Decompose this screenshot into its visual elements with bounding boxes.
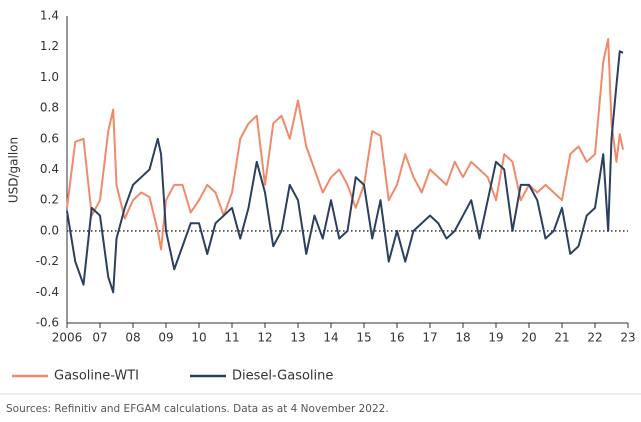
series-line [66,38,625,251]
x-tick-label: 2006 [52,331,83,345]
x-tick-label: 08 [125,331,140,345]
x-tick-label: 12 [257,331,272,345]
x-tick-label: 09 [158,331,173,345]
x-tick-label: 18 [455,331,470,345]
x-tick-label: 22 [587,331,602,345]
y-axis-label: USD/gallon [7,137,21,203]
y-tick-label: 0.6 [40,131,59,145]
x-tick-label: 07 [92,331,107,345]
x-tick-label: 19 [488,331,503,345]
y-tick-label: 1.4 [40,9,59,23]
y-tick-label: -0.4 [36,285,59,299]
series-line [66,50,624,294]
y-tick-label: 1.0 [40,70,59,84]
x-tick-label: 17 [422,331,437,345]
y-tick-label: 1.2 [40,39,59,53]
x-tick-label: 13 [290,331,305,345]
legend-label: Diesel-Gasoline [232,369,333,384]
x-tick-label: 14 [323,331,338,345]
x-tick-label: 16 [389,331,404,345]
legend-label: Gasoline-WTI [54,369,139,384]
x-tick-label: 23 [620,331,635,345]
x-tick-label: 21 [554,331,569,345]
y-tick-label: 0.2 [40,193,59,207]
y-tick-label: 0.8 [40,101,59,115]
source-note: Sources: Refinitiv and EFGAM calculation… [6,403,389,415]
y-tick-label: 0.0 [40,223,59,237]
x-tick-label: 10 [191,331,206,345]
x-tick-label: 15 [356,331,371,345]
x-tick-label: 20 [521,331,536,345]
y-tick-label: -0.6 [36,316,59,330]
y-tick-label: 0.4 [40,162,59,176]
x-tick-label: 11 [224,331,239,345]
y-tick-label: -0.2 [36,254,59,268]
